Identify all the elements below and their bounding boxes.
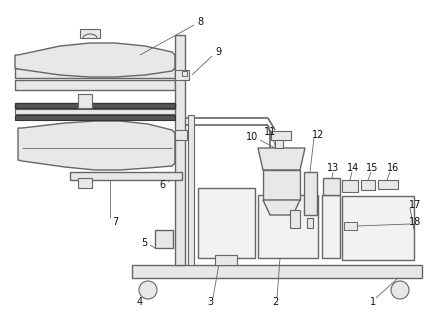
Polygon shape bbox=[258, 148, 305, 170]
Bar bbox=[78, 94, 92, 108]
Bar bbox=[175, 35, 185, 265]
Bar bbox=[175, 70, 189, 80]
Bar bbox=[258, 195, 318, 258]
Bar bbox=[15, 103, 175, 108]
Bar bbox=[323, 178, 340, 195]
Circle shape bbox=[139, 281, 157, 299]
Bar bbox=[182, 71, 187, 76]
Polygon shape bbox=[15, 43, 175, 77]
Text: 16: 16 bbox=[387, 163, 399, 173]
Bar bbox=[188, 115, 194, 265]
Text: 15: 15 bbox=[366, 163, 378, 173]
Bar bbox=[80, 29, 100, 38]
Bar bbox=[275, 134, 283, 148]
Bar bbox=[15, 115, 175, 120]
Text: 7: 7 bbox=[112, 217, 118, 227]
Polygon shape bbox=[18, 121, 175, 170]
Text: 18: 18 bbox=[409, 217, 421, 227]
Text: 3: 3 bbox=[207, 297, 213, 307]
Bar bbox=[271, 131, 291, 140]
Text: 1: 1 bbox=[370, 297, 376, 307]
Bar bbox=[15, 109, 175, 114]
Bar bbox=[304, 172, 317, 215]
Polygon shape bbox=[263, 200, 300, 215]
Bar bbox=[15, 80, 175, 90]
Bar bbox=[344, 222, 357, 230]
Bar bbox=[78, 178, 92, 188]
Text: 5: 5 bbox=[141, 238, 147, 248]
Text: 17: 17 bbox=[409, 200, 421, 210]
Bar bbox=[132, 265, 422, 278]
Bar bbox=[70, 172, 182, 180]
Bar bbox=[215, 255, 237, 265]
Text: 10: 10 bbox=[246, 132, 258, 142]
Bar bbox=[322, 195, 340, 258]
Bar bbox=[342, 196, 414, 260]
Bar bbox=[342, 180, 358, 192]
Text: 8: 8 bbox=[197, 17, 203, 27]
Bar bbox=[198, 188, 255, 258]
Text: 2: 2 bbox=[272, 297, 278, 307]
Bar bbox=[175, 130, 187, 140]
Bar bbox=[378, 180, 398, 189]
Bar bbox=[290, 210, 300, 228]
Bar bbox=[361, 180, 375, 190]
Bar bbox=[155, 230, 173, 248]
Text: 6: 6 bbox=[159, 180, 165, 190]
Text: 13: 13 bbox=[327, 163, 339, 173]
Text: 9: 9 bbox=[215, 47, 221, 57]
Text: 4: 4 bbox=[137, 297, 143, 307]
Bar bbox=[263, 170, 300, 200]
Text: 14: 14 bbox=[347, 163, 359, 173]
Bar bbox=[15, 68, 175, 78]
Circle shape bbox=[391, 281, 409, 299]
Text: 12: 12 bbox=[312, 130, 324, 140]
Bar bbox=[307, 218, 313, 228]
Text: 11: 11 bbox=[264, 127, 276, 137]
